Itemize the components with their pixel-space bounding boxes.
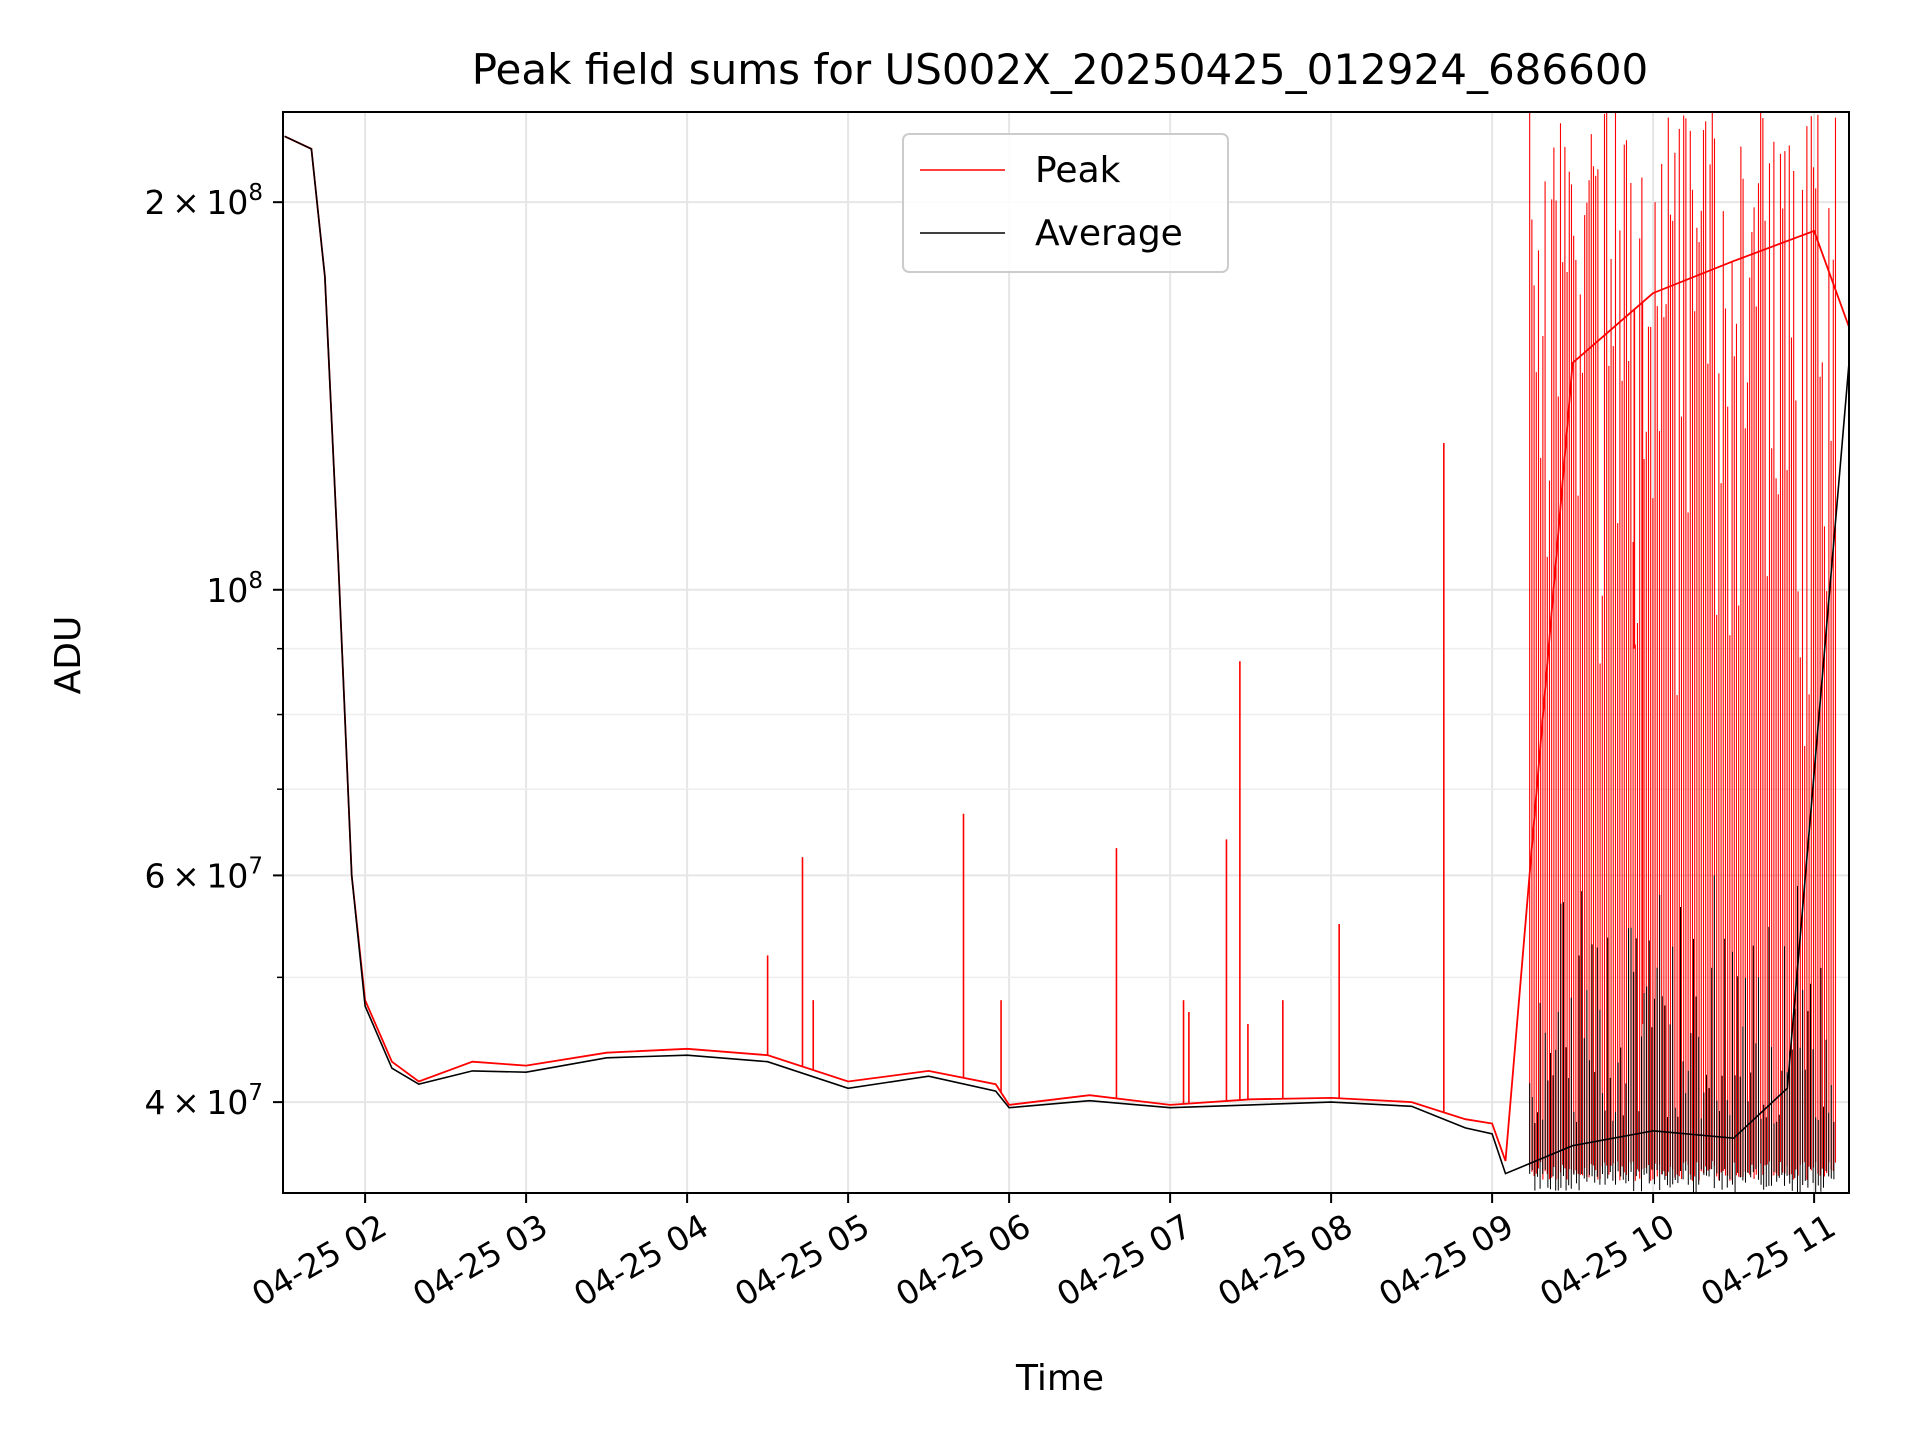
chart-title: Peak field sums for US002X_20250425_0129… bbox=[472, 45, 1649, 94]
legend-peak-label: Peak bbox=[1035, 150, 1121, 191]
y-tick-label: 6 × 107 bbox=[145, 853, 263, 895]
y-axis-label: ADU bbox=[48, 616, 89, 695]
average-noise-band bbox=[1529, 875, 1835, 1193]
legend-box bbox=[902, 133, 1229, 273]
x-axis-label: Time bbox=[1015, 1358, 1104, 1399]
y-tick-label: 4 × 107 bbox=[145, 1080, 263, 1122]
legend-average-label: Average bbox=[1035, 213, 1183, 254]
plot-frame bbox=[282, 111, 1850, 1194]
average-series-line bbox=[284, 135, 1850, 1175]
y-tick-label: 108 bbox=[206, 568, 263, 610]
series-layer bbox=[284, 135, 1850, 1175]
y-tick-label: 2 × 108 bbox=[145, 180, 263, 222]
legend: Peak Average bbox=[902, 133, 1229, 273]
